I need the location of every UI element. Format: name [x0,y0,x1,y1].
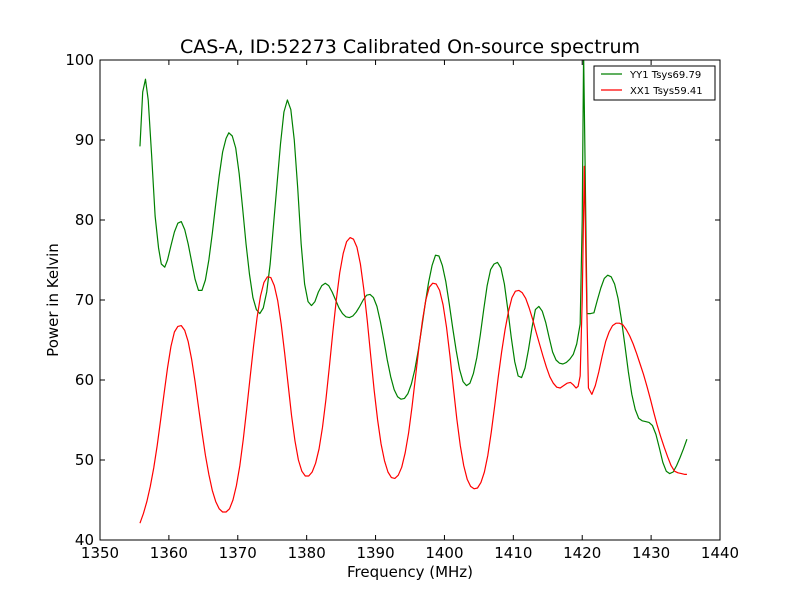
x-tick-label: 1360 [150,544,188,562]
legend: YY1 Tsys69.79 XX1 Tsys59.41 [593,65,716,101]
y-tick-label: 90 [75,131,94,149]
x-tick-label: 1380 [288,544,326,562]
y-tick-label: 50 [75,451,94,469]
plot-frame [99,59,721,541]
legend-label-xx1: XX1 Tsys59.41 [630,86,703,97]
x-tick-label: 1400 [425,544,463,562]
y-tick-label: 70 [75,291,94,309]
y-tick-label: 60 [75,371,94,389]
x-tick-label: 1410 [494,544,532,562]
x-axis-title: Frequency (MHz) [347,563,473,581]
legend-label-yy1: YY1 Tsys69.79 [629,70,701,81]
ticks-layer: 1350 1360 1370 1380 1390 1400 1410 1420 1430 1440… [65,51,739,562]
legend-box [593,65,716,101]
series-line-xx1 [139,165,687,524]
y-tick-label: 100 [65,51,94,69]
y-tick-label: 40 [75,531,94,549]
y-tick-label: 80 [75,211,94,229]
x-tick-label: 1350 [81,544,119,562]
series-line-yy1 [139,60,688,475]
x-tick-label: 1370 [219,544,257,562]
series-layer [139,60,688,524]
chart-title: CAS-A, ID:52273 Calibrated On-source spe… [180,36,640,58]
x-tick-label: 1390 [356,544,394,562]
y-axis-title: Power in Kelvin [44,243,62,357]
x-tick-label: 1440 [701,544,739,562]
plot-area [100,60,720,540]
x-tick-label: 1420 [563,544,601,562]
x-tick-label: 1430 [632,544,670,562]
